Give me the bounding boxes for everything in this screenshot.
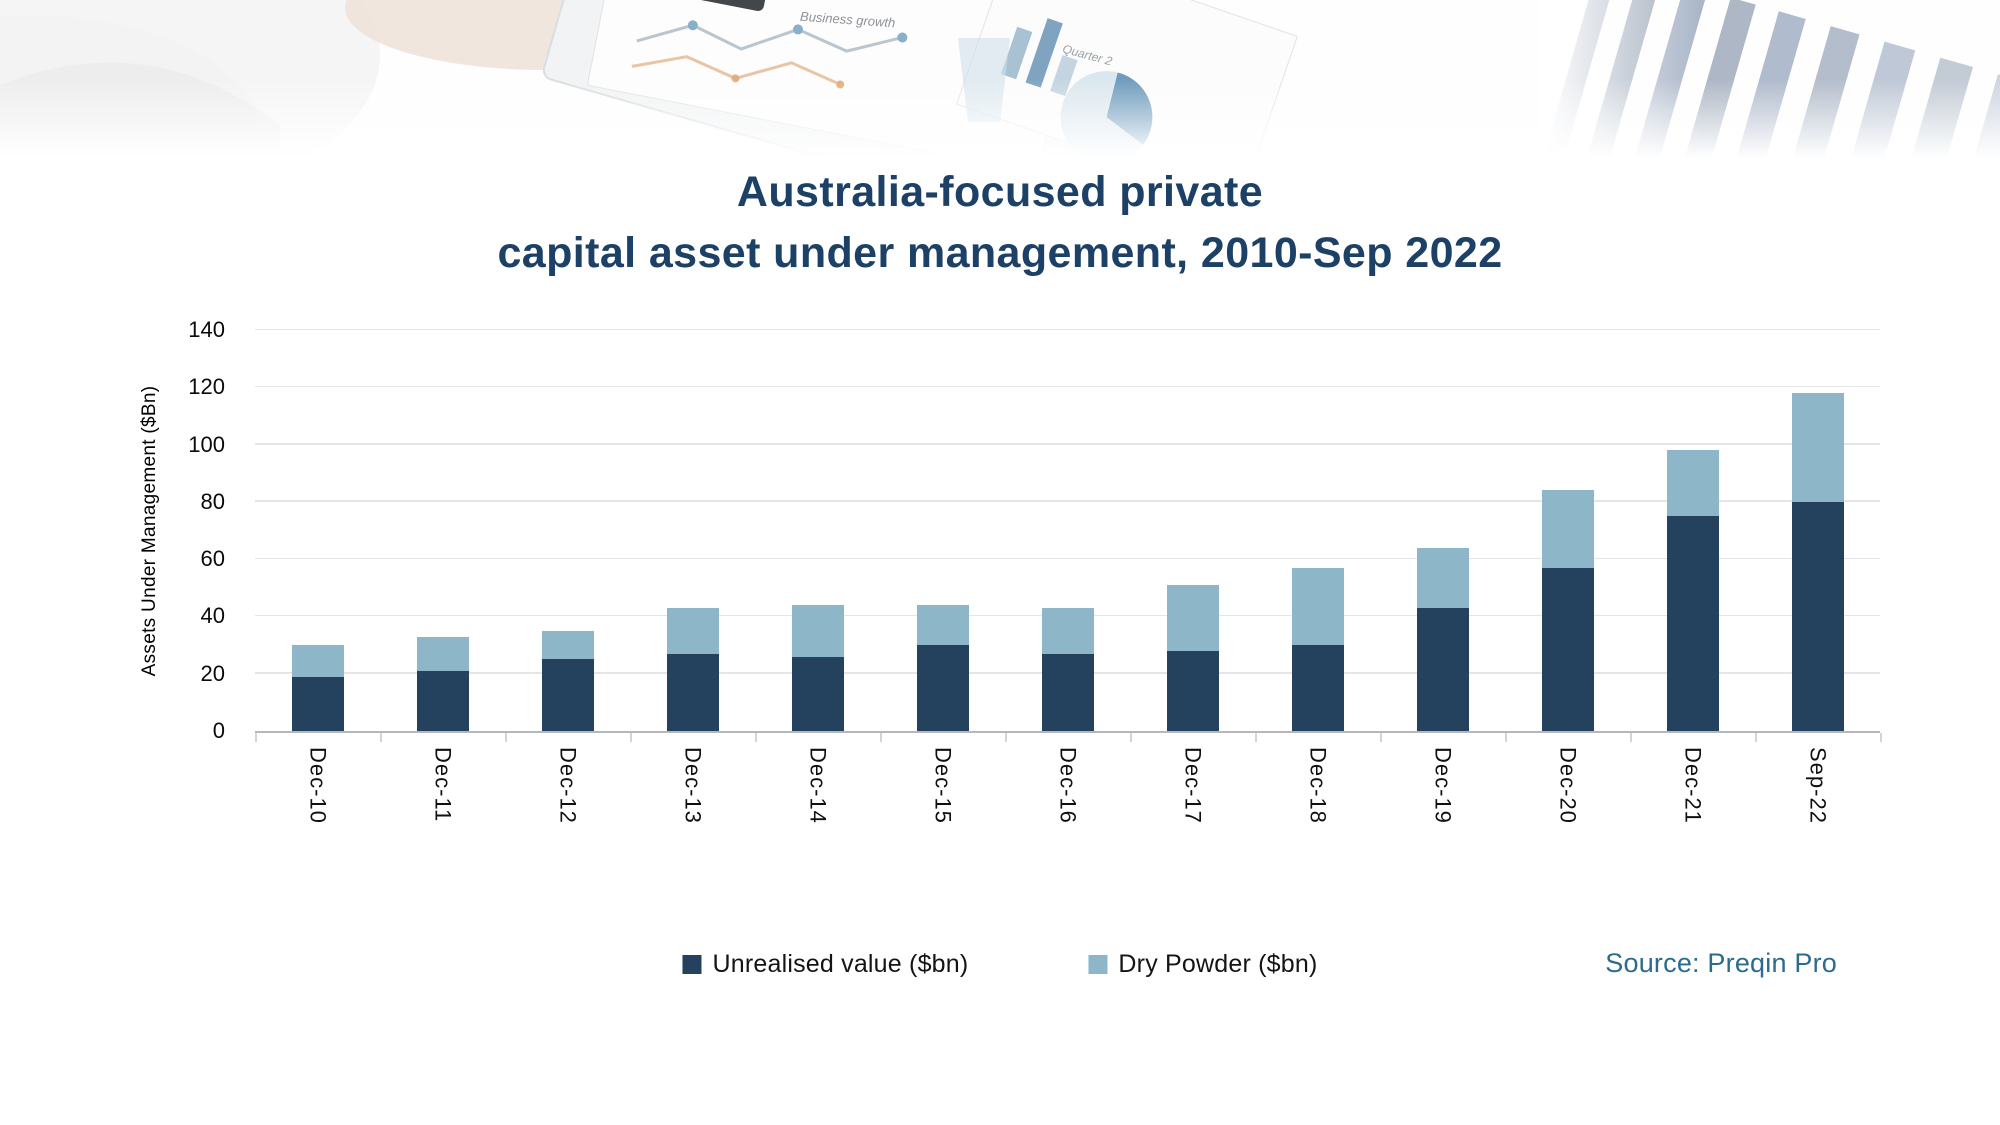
bar-segment-unrealised-value [1666, 516, 1719, 731]
gridline [255, 328, 1880, 330]
gridline [255, 385, 1880, 388]
bar-segment-unrealised-value [666, 653, 719, 731]
x-axis-tick [505, 733, 507, 742]
bar-segment-dry-powder [1166, 584, 1219, 651]
bar-segment-unrealised-value [791, 656, 844, 731]
bar-segment-unrealised-value [1291, 645, 1344, 731]
legend-swatch-unrealised-value [682, 955, 702, 974]
bar-segment-unrealised-value [1791, 501, 1844, 731]
source-text: Source: Preqin Pro [1605, 948, 1837, 978]
bar-segment-dry-powder [291, 645, 344, 677]
y-axis-tick-label: 80 [200, 488, 225, 514]
header-photo-art [0, 0, 2000, 354]
x-axis-tick [1380, 733, 1382, 742]
bar-segment-unrealised-value [1416, 607, 1469, 731]
bar-segment-dry-powder [1416, 547, 1469, 608]
x-axis-label: Dec-13 [680, 747, 706, 824]
x-axis-label: Dec-11 [430, 747, 456, 823]
y-axis-ticks: 0 20 40 60 80 100 120 140 [95, 317, 225, 743]
bar-segment-unrealised-value [1541, 567, 1594, 731]
header-photo: Business growth Quarter 2 [0, 0, 2000, 354]
bar-segment-unrealised-value [1166, 650, 1219, 731]
x-axis-label: Sep-22 [1805, 747, 1831, 824]
x-axis-tick [255, 733, 257, 742]
x-axis-tick [630, 733, 632, 742]
bar-segment-unrealised-value [541, 659, 594, 731]
legend-item-unrealised-value: Unrealised value ($bn) [682, 950, 968, 979]
bar-segment-dry-powder [791, 604, 844, 657]
bar-segment-dry-powder [916, 604, 969, 646]
x-axis-label: Dec-16 [1055, 747, 1081, 824]
x-axis-tick [1755, 733, 1757, 742]
y-axis-tick-label: 100 [188, 431, 225, 457]
bar-segment-unrealised-value [1041, 653, 1094, 731]
bar-segment-dry-powder [666, 607, 719, 654]
x-axis-tick [1255, 733, 1257, 742]
bar-segment-dry-powder [1791, 393, 1844, 502]
y-axis-tick-label: 20 [200, 660, 225, 686]
x-axis-label: Dec-12 [555, 747, 581, 824]
x-axis-label: Dec-19 [1430, 747, 1456, 824]
x-axis-tick [1880, 733, 1882, 742]
legend-label-unrealised-value: Unrealised value ($bn) [712, 950, 969, 978]
x-axis-tick [1130, 733, 1132, 742]
bar-segment-dry-powder [1541, 490, 1594, 568]
x-axis-label: Dec-15 [930, 747, 956, 824]
y-axis-tick-label: 60 [200, 546, 225, 572]
plot-area: Dec-10 Dec-11 Dec-12 Dec-13 Dec-14 Dec-15 Dec-… [255, 328, 1882, 824]
x-axis-label: Dec-10 [305, 747, 331, 824]
legend-label-dry-powder: Dry Powder ($bn) [1118, 950, 1318, 978]
bar-segment-dry-powder [541, 630, 594, 660]
x-axis-tick [755, 733, 757, 742]
x-axis-tick [1505, 733, 1507, 742]
x-axis-tick [880, 733, 882, 742]
bar-segment-dry-powder [1666, 450, 1719, 517]
gridline [255, 500, 1880, 502]
x-axis-label: Dec-18 [1305, 747, 1331, 824]
y-axis-tick-label: 40 [200, 603, 225, 629]
chart-title-line1: Australia-focused private [736, 168, 1264, 216]
bar-segment-unrealised-value [916, 645, 969, 731]
bar-segment-unrealised-value [416, 670, 469, 731]
chart-legend: Unrealised value ($bn) Dry Powder ($bn) [682, 950, 1317, 979]
bar-segment-dry-powder [1291, 567, 1344, 646]
chart-title-line2: capital asset under management, 2010-Sep… [497, 229, 1503, 277]
bar-segment-unrealised-value [291, 676, 344, 731]
x-axis-label: Dec-21 [1680, 747, 1706, 824]
x-axis-label: Dec-20 [1555, 747, 1581, 824]
bar-segment-dry-powder [1041, 607, 1094, 654]
y-axis-tick-label: 0 [212, 718, 225, 743]
y-axis-tick-label: 140 [188, 317, 225, 342]
legend-item-dry-powder: Dry Powder ($bn) [1088, 950, 1317, 979]
x-axis-label: Dec-17 [1180, 747, 1206, 824]
gridline [255, 443, 1880, 445]
gridline [255, 557, 1880, 560]
bar-segment-dry-powder [416, 636, 469, 671]
x-axis-tick [1005, 733, 1007, 742]
y-axis-tick-label: 120 [188, 374, 225, 400]
chart-title: Australia-focused private capital asset … [0, 162, 2000, 284]
x-axis-label: Dec-14 [805, 747, 831, 824]
x-axis-tick [380, 733, 382, 742]
legend-swatch-dry-powder [1088, 955, 1108, 974]
x-axis-tick [1630, 733, 1632, 742]
